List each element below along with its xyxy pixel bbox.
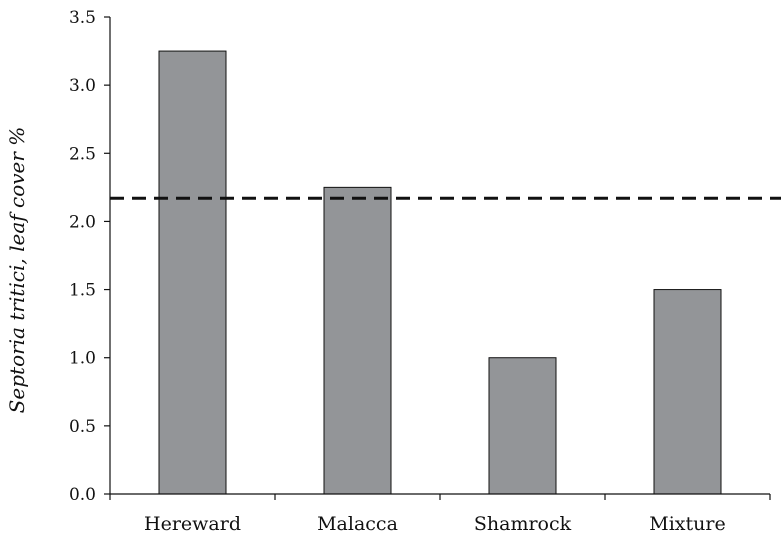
- x-tick-label: Shamrock: [474, 513, 572, 535]
- x-tick-label: Mixture: [649, 513, 725, 535]
- bar-shamrock: [488, 357, 557, 495]
- y-tick-label: 0.5: [69, 417, 96, 437]
- y-tick-label: 1.0: [69, 349, 96, 369]
- y-tick-label: 3.0: [69, 76, 96, 96]
- y-tick-label: 2.5: [69, 144, 96, 164]
- y-tick-label: 2.0: [69, 212, 96, 232]
- x-ticks-group: Hereward Malacca Shamrock Mixture: [109, 494, 771, 535]
- x-tick-label: Hereward: [144, 513, 241, 535]
- bar-malacca: [323, 186, 392, 495]
- y-tick-label: 0.0: [69, 485, 96, 505]
- y-tick-label: 3.5: [69, 8, 96, 28]
- bar-mixture: [653, 289, 722, 495]
- bars-group: [158, 50, 722, 495]
- bar-hereward: [158, 50, 227, 495]
- y-ticks-group: 0.0 0.5 1.0 1.5 2.0 2.5 3.0 3.5: [69, 8, 110, 505]
- y-axis-title: Septoria tritici, leaf cover %: [5, 127, 29, 414]
- x-tick-label: Malacca: [317, 513, 398, 535]
- y-tick-label: 1.5: [69, 281, 96, 301]
